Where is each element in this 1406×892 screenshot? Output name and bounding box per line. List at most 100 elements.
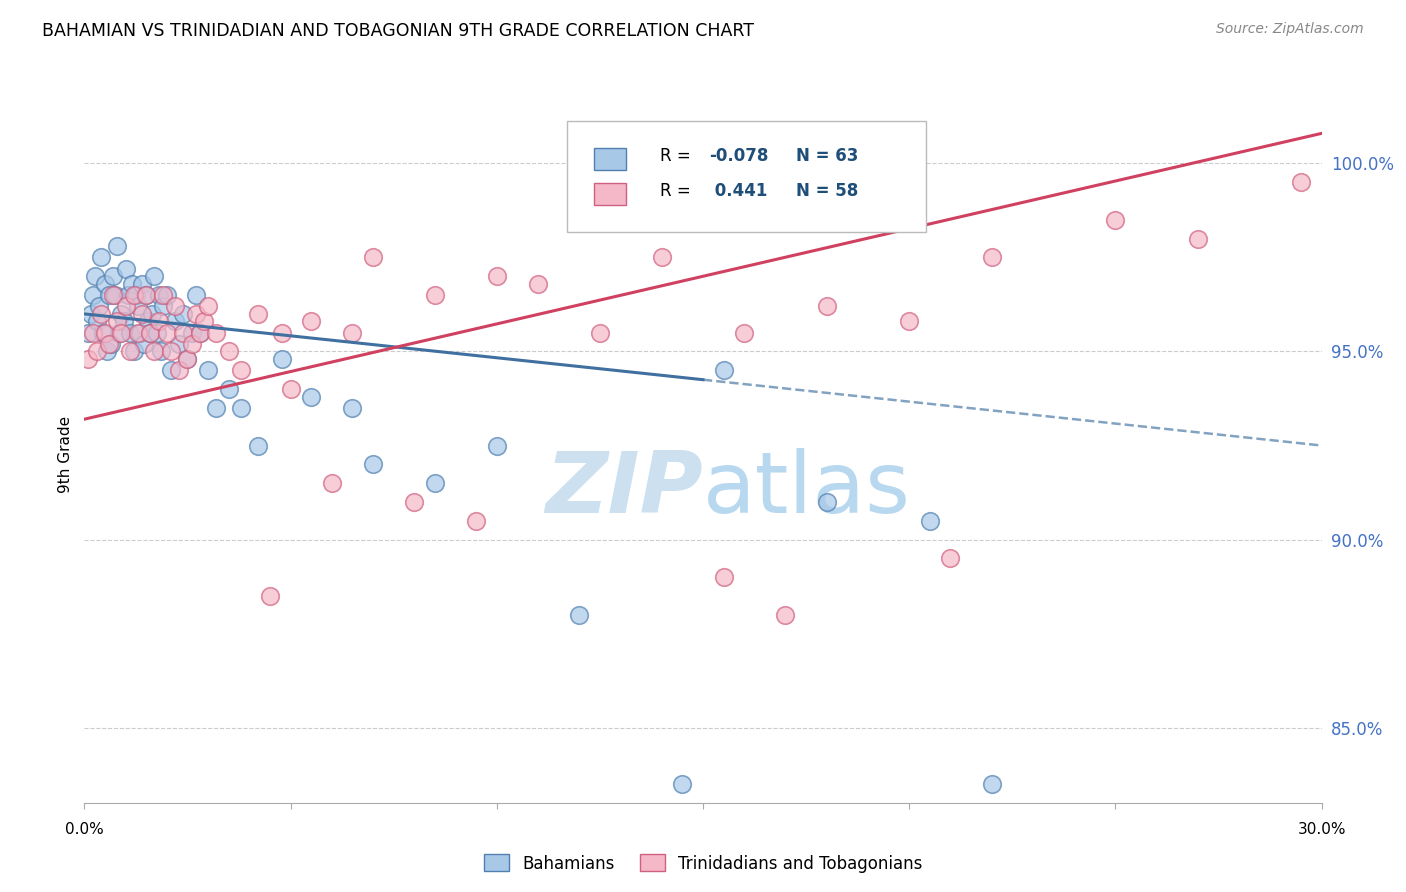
- Text: Source: ZipAtlas.com: Source: ZipAtlas.com: [1216, 22, 1364, 37]
- Point: [94, 277, 117, 291]
- Point: [589, 326, 612, 340]
- Point: [172, 307, 194, 321]
- Point: [135, 288, 157, 302]
- Point: [77, 326, 100, 340]
- Point: [176, 351, 198, 366]
- Point: [96, 344, 118, 359]
- Point: [149, 344, 172, 359]
- Text: BAHAMIAN VS TRINIDADIAN AND TOBAGONIAN 9TH GRADE CORRELATION CHART: BAHAMIAN VS TRINIDADIAN AND TOBAGONIAN 9…: [42, 22, 754, 40]
- Point: [980, 777, 1002, 791]
- Point: [342, 326, 364, 340]
- Point: [103, 269, 125, 284]
- Point: [143, 269, 166, 284]
- Point: [82, 326, 104, 340]
- Text: R =: R =: [659, 147, 696, 165]
- FancyBboxPatch shape: [595, 183, 626, 205]
- Point: [342, 401, 364, 415]
- Point: [160, 344, 183, 359]
- Point: [129, 326, 152, 340]
- Point: [110, 326, 132, 340]
- Point: [131, 277, 153, 291]
- Text: ZIP: ZIP: [546, 448, 703, 532]
- Point: [104, 288, 127, 302]
- FancyBboxPatch shape: [595, 148, 626, 170]
- Point: [122, 288, 145, 302]
- Point: [156, 288, 179, 302]
- Point: [98, 288, 121, 302]
- Point: [105, 314, 128, 328]
- Point: [165, 299, 187, 313]
- Point: [188, 326, 211, 340]
- Point: [527, 277, 550, 291]
- Text: R =: R =: [659, 182, 696, 200]
- Point: [205, 326, 228, 340]
- Point: [180, 326, 202, 340]
- Point: [114, 299, 136, 313]
- Point: [246, 438, 269, 452]
- Point: [117, 288, 139, 302]
- Point: [127, 299, 149, 313]
- Point: [299, 390, 322, 404]
- Point: [83, 269, 105, 284]
- Point: [218, 382, 240, 396]
- Point: [91, 326, 114, 340]
- Point: [197, 299, 219, 313]
- Point: [141, 307, 163, 321]
- Point: [423, 288, 446, 302]
- Point: [321, 476, 343, 491]
- Point: [205, 401, 228, 415]
- Point: [148, 288, 170, 302]
- Point: [110, 307, 132, 321]
- Text: 30.0%: 30.0%: [1298, 822, 1346, 837]
- Point: [1104, 212, 1126, 227]
- Point: [180, 337, 202, 351]
- Point: [815, 299, 838, 313]
- Point: [118, 344, 141, 359]
- Point: [77, 351, 100, 366]
- Point: [118, 326, 141, 340]
- Point: [188, 326, 211, 340]
- Point: [145, 326, 167, 340]
- Text: 0.0%: 0.0%: [65, 822, 104, 837]
- Legend: Bahamians, Trinidadians and Tobagonians: Bahamians, Trinidadians and Tobagonians: [477, 847, 929, 880]
- Point: [651, 251, 673, 265]
- Point: [136, 314, 159, 328]
- Point: [280, 382, 302, 396]
- Point: [167, 337, 190, 351]
- Point: [898, 314, 921, 328]
- Point: [127, 326, 149, 340]
- Point: [139, 326, 162, 340]
- Point: [713, 570, 735, 584]
- Point: [361, 251, 384, 265]
- Text: atlas: atlas: [703, 448, 911, 532]
- Text: N = 58: N = 58: [796, 182, 858, 200]
- Point: [713, 363, 735, 377]
- Point: [139, 326, 162, 340]
- Point: [86, 314, 108, 328]
- Point: [271, 326, 294, 340]
- Point: [103, 288, 125, 302]
- Point: [271, 351, 294, 366]
- Point: [184, 288, 207, 302]
- Point: [131, 307, 153, 321]
- Point: [90, 251, 112, 265]
- Point: [94, 326, 117, 340]
- Point: [733, 326, 755, 340]
- Text: 0.441: 0.441: [709, 182, 768, 200]
- Point: [152, 299, 174, 313]
- Point: [122, 344, 145, 359]
- Point: [939, 551, 962, 566]
- Point: [87, 299, 110, 313]
- Point: [568, 607, 591, 622]
- Point: [100, 337, 122, 351]
- Point: [98, 337, 121, 351]
- Point: [148, 314, 170, 328]
- Point: [143, 344, 166, 359]
- Point: [79, 307, 101, 321]
- Point: [1187, 232, 1209, 246]
- Point: [105, 239, 128, 253]
- Point: [775, 607, 797, 622]
- Point: [918, 514, 941, 528]
- Text: -0.078: -0.078: [709, 147, 769, 165]
- Point: [485, 269, 508, 284]
